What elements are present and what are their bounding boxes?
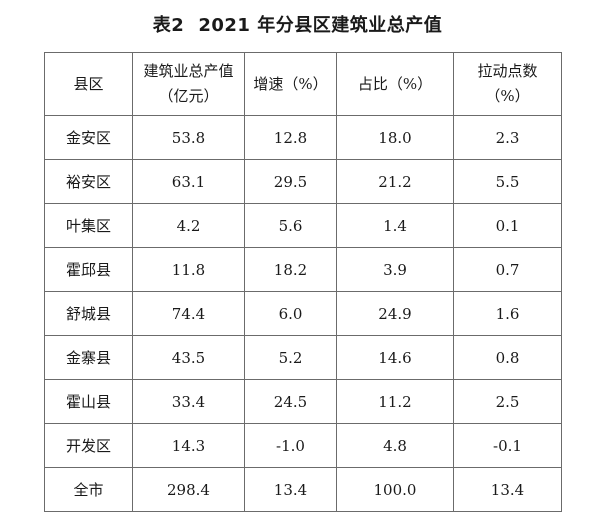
table-row: 全市 298.4 13.4 100.0 13.4 xyxy=(44,467,562,512)
cell-growth-rate: 29.5 xyxy=(244,159,337,204)
cell-contribution-points: 0.7 xyxy=(453,247,562,292)
cell-output-value: 74.4 xyxy=(132,291,245,336)
header-line: 增速（%） xyxy=(253,74,328,93)
cell-county: 叶集区 xyxy=(44,203,133,248)
cell-output-value: 4.2 xyxy=(132,203,245,248)
cell-output-value: 298.4 xyxy=(132,467,245,512)
table-title: 表2 2021 年分县区建筑业总产值 xyxy=(0,14,595,38)
header-unit: （亿元） xyxy=(158,87,219,105)
cell-county: 金安区 xyxy=(44,115,133,160)
header-line: 占比（%） xyxy=(357,74,433,93)
cell-county: 开发区 xyxy=(44,423,133,468)
cell-share: 14.6 xyxy=(336,335,454,380)
table-row: 舒城县 74.4 6.0 24.9 1.6 xyxy=(44,291,562,336)
cell-output-value: 63.1 xyxy=(132,159,245,204)
table-body: 金安区 53.8 12.8 18.0 2.3 裕安区 63.1 29.5 21.2 5.5 叶集区 4… xyxy=(44,115,562,512)
table-row: 金安区 53.8 12.8 18.0 2.3 xyxy=(44,115,562,160)
cell-contribution-points: 2.3 xyxy=(453,115,562,160)
cell-output-value: 33.4 xyxy=(132,379,245,424)
cell-output-value: 43.5 xyxy=(132,335,245,380)
table-row: 裕安区 63.1 29.5 21.2 5.5 xyxy=(44,159,562,204)
header-output-value: 建筑业总产值 （亿元） xyxy=(132,52,245,116)
table-number: 表2 xyxy=(152,15,185,36)
table-row: 金寨县 43.5 5.2 14.6 0.8 xyxy=(44,335,562,380)
cell-contribution-points: -0.1 xyxy=(453,423,562,468)
cell-growth-rate: 24.5 xyxy=(244,379,337,424)
cell-county: 金寨县 xyxy=(44,335,133,380)
header-line: 县区 xyxy=(73,74,104,93)
cell-growth-rate: 13.4 xyxy=(244,467,337,512)
cell-county: 舒城县 xyxy=(44,291,133,336)
cell-contribution-points: 1.6 xyxy=(453,291,562,336)
table-row: 霍邱县 11.8 18.2 3.9 0.7 xyxy=(44,247,562,292)
cell-growth-rate: 12.8 xyxy=(244,115,337,160)
header-line: 拉动点数 xyxy=(477,62,538,80)
cell-share: 11.2 xyxy=(336,379,454,424)
cell-county: 全市 xyxy=(44,467,133,512)
cell-output-value: 11.8 xyxy=(132,247,245,292)
cell-growth-rate: 6.0 xyxy=(244,291,337,336)
header-share: 占比（%） xyxy=(336,52,454,116)
cell-contribution-points: 0.8 xyxy=(453,335,562,380)
cell-share: 4.8 xyxy=(336,423,454,468)
cell-output-value: 14.3 xyxy=(132,423,245,468)
cell-contribution-points: 13.4 xyxy=(453,467,562,512)
cell-share: 18.0 xyxy=(336,115,454,160)
cell-share: 100.0 xyxy=(336,467,454,512)
cell-share: 1.4 xyxy=(336,203,454,248)
cell-share: 24.9 xyxy=(336,291,454,336)
cell-county: 霍邱县 xyxy=(44,247,133,292)
header-county: 县区 xyxy=(44,52,133,116)
cell-contribution-points: 2.5 xyxy=(453,379,562,424)
cell-county: 霍山县 xyxy=(44,379,133,424)
table-caption: 2021 年分县区建筑业总产值 xyxy=(198,15,443,36)
cell-growth-rate: -1.0 xyxy=(244,423,337,468)
header-line: 建筑业总产值 xyxy=(143,62,234,80)
cell-contribution-points: 5.5 xyxy=(453,159,562,204)
header-growth-rate: 增速（%） xyxy=(244,52,337,116)
cell-share: 3.9 xyxy=(336,247,454,292)
cell-growth-rate: 18.2 xyxy=(244,247,337,292)
cell-contribution-points: 0.1 xyxy=(453,203,562,248)
table-row: 霍山县 33.4 24.5 11.2 2.5 xyxy=(44,379,562,424)
output-value-table: 县区 建筑业总产值 （亿元） 增速（%） 占比（%） 拉动点数 （%） 金安区 5… xyxy=(44,52,562,512)
table-row: 开发区 14.3 -1.0 4.8 -0.1 xyxy=(44,423,562,468)
table-row: 叶集区 4.2 5.6 1.4 0.1 xyxy=(44,203,562,248)
cell-growth-rate: 5.2 xyxy=(244,335,337,380)
cell-county: 裕安区 xyxy=(44,159,133,204)
header-contribution-points: 拉动点数 （%） xyxy=(453,52,562,116)
cell-share: 21.2 xyxy=(336,159,454,204)
cell-output-value: 53.8 xyxy=(132,115,245,160)
cell-growth-rate: 5.6 xyxy=(244,203,337,248)
header-unit: （%） xyxy=(485,87,530,105)
header-row: 县区 建筑业总产值 （亿元） 增速（%） 占比（%） 拉动点数 （%） xyxy=(44,52,562,116)
